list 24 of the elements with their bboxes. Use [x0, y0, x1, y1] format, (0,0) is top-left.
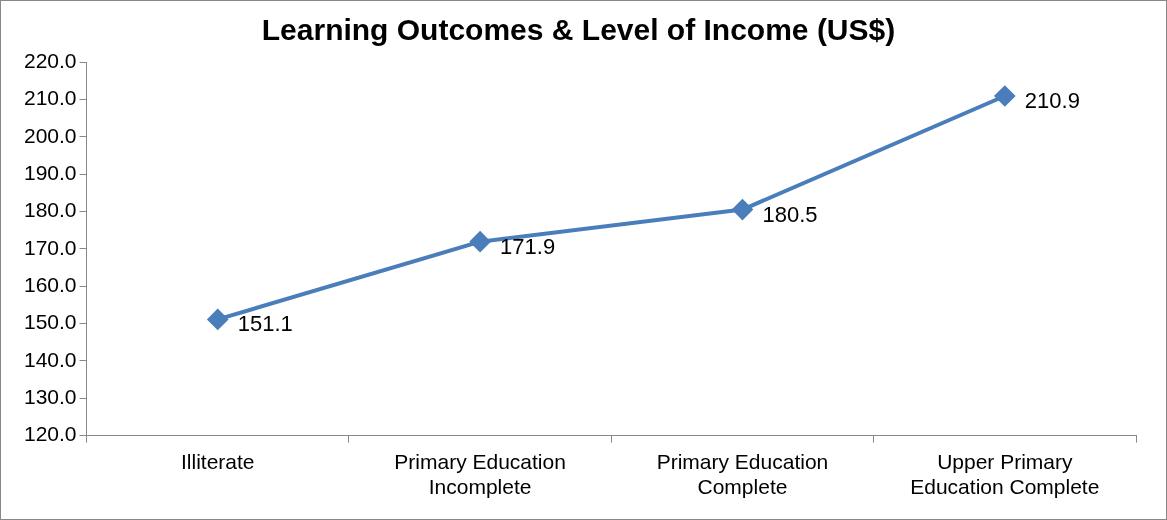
y-tick-label: 130.0: [23, 385, 77, 409]
y-tick-label: 180.0: [23, 198, 77, 222]
y-tick-label: 210.0: [23, 86, 77, 110]
point: [732, 199, 753, 220]
y-tick-label: 200.0: [23, 123, 77, 147]
y-tick-label: 160.0: [23, 272, 77, 296]
data-label: 180.5: [762, 201, 818, 227]
y-tick-label: 140.0: [23, 347, 77, 371]
x-tick-label: Primary Education Complete: [656, 450, 829, 499]
point: [207, 309, 228, 330]
y-tick-label: 190.0: [23, 160, 77, 184]
y-tick-label: 170.0: [23, 235, 77, 259]
point: [470, 231, 491, 252]
data-label: 171.9: [500, 233, 556, 259]
chart-title: Learning Outcomes & Level of Income (US$): [261, 13, 896, 47]
x-tick-label: Primary Education Incomplete: [394, 450, 566, 499]
x-tick-label: Upper Primary Education Complete: [910, 450, 1100, 499]
y-tick-label: 120.0: [23, 422, 77, 446]
data-label: 151.1: [237, 311, 293, 337]
data-label: 210.9: [1024, 88, 1080, 114]
x-tick-label: Illiterate: [180, 450, 255, 473]
y-tick-label: 220.0: [23, 48, 77, 72]
point: [994, 86, 1015, 106]
y-tick-label: 150.0: [23, 310, 77, 334]
